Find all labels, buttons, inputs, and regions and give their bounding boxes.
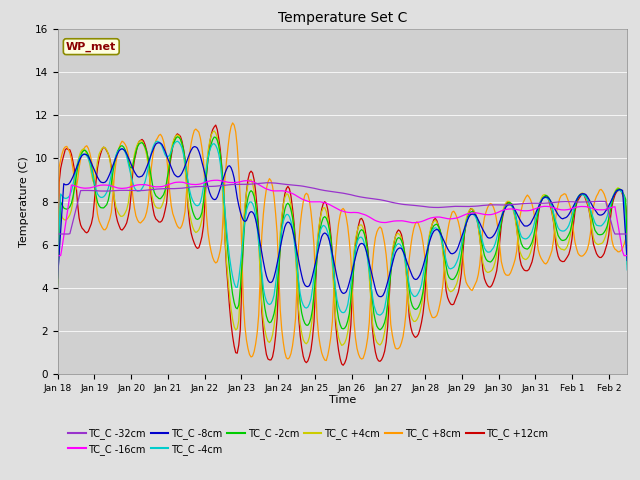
TC_C -32cm <box>264 180 272 186</box>
TC_C -8cm <box>376 294 384 300</box>
TC_C +8cm <box>614 249 622 255</box>
TC_C -16cm <box>623 252 631 258</box>
Legend: TC_C -32cm, TC_C -16cm, TC_C -8cm, TC_C -4cm, TC_C -2cm, TC_C +4cm, TC_C +8cm, T: TC_C -32cm, TC_C -16cm, TC_C -8cm, TC_C … <box>64 424 552 459</box>
TC_C -8cm <box>474 217 482 223</box>
TC_C -2cm <box>54 283 61 288</box>
Line: TC_C -16cm: TC_C -16cm <box>58 180 627 255</box>
TC_C +4cm <box>147 189 155 194</box>
TC_C +4cm <box>623 261 631 267</box>
TC_C +12cm <box>347 322 355 328</box>
TC_C +8cm <box>474 272 482 277</box>
TC_C -2cm <box>247 188 255 193</box>
TC_C -8cm <box>623 258 631 264</box>
TC_C +8cm <box>323 358 330 363</box>
TC_C -16cm <box>213 178 221 183</box>
TC_C +12cm <box>339 362 347 368</box>
TC_C -8cm <box>126 158 134 164</box>
TC_C -16cm <box>126 184 134 190</box>
TC_C +12cm <box>54 280 61 286</box>
TC_C -32cm <box>623 231 631 237</box>
TC_C -16cm <box>54 252 61 258</box>
Line: TC_C +12cm: TC_C +12cm <box>58 125 627 365</box>
TC_C -4cm <box>623 267 631 273</box>
TC_C +4cm <box>126 190 134 195</box>
TC_C -32cm <box>612 231 620 237</box>
TC_C -4cm <box>54 262 61 267</box>
TC_C -8cm <box>614 187 622 193</box>
TC_C +4cm <box>338 342 346 348</box>
TC_C -2cm <box>474 219 482 225</box>
TC_C -4cm <box>147 150 155 156</box>
TC_C -8cm <box>247 209 255 215</box>
TC_C -4cm <box>614 188 622 193</box>
TC_C +12cm <box>212 122 220 128</box>
TC_C +8cm <box>126 161 134 167</box>
TC_C +4cm <box>54 259 61 265</box>
TC_C +12cm <box>147 194 155 200</box>
TC_C +12cm <box>247 168 255 174</box>
Title: Temperature Set C: Temperature Set C <box>278 11 407 25</box>
TC_C +12cm <box>126 205 134 211</box>
Line: TC_C -2cm: TC_C -2cm <box>58 137 627 330</box>
TC_C +4cm <box>474 224 482 230</box>
TC_C -32cm <box>147 187 155 192</box>
TC_C -8cm <box>155 140 163 145</box>
TC_C -4cm <box>346 292 353 298</box>
TC_C -16cm <box>346 210 353 216</box>
Line: TC_C -4cm: TC_C -4cm <box>58 141 627 315</box>
TC_C -32cm <box>346 192 353 197</box>
TC_C -2cm <box>346 311 353 317</box>
TC_C +4cm <box>247 177 255 182</box>
TC_C -16cm <box>247 179 255 184</box>
TC_C +8cm <box>54 270 61 276</box>
TC_C -8cm <box>346 280 353 286</box>
TC_C +8cm <box>623 226 631 232</box>
TC_C -2cm <box>614 186 622 192</box>
TC_C -16cm <box>147 183 155 189</box>
TC_C -32cm <box>246 181 253 187</box>
TC_C -2cm <box>173 134 181 140</box>
TC_C +8cm <box>247 354 255 360</box>
TC_C +4cm <box>211 128 218 134</box>
TC_C -32cm <box>126 188 134 193</box>
TC_C -8cm <box>147 151 155 157</box>
TC_C -2cm <box>376 327 384 333</box>
TC_C +4cm <box>347 296 355 302</box>
TC_C +8cm <box>147 166 155 171</box>
TC_C -8cm <box>54 275 61 281</box>
TC_C -4cm <box>474 222 482 228</box>
TC_C +8cm <box>228 120 236 126</box>
TC_C -4cm <box>173 138 181 144</box>
Line: TC_C +4cm: TC_C +4cm <box>58 131 627 345</box>
TC_C -2cm <box>126 164 134 169</box>
Line: TC_C -32cm: TC_C -32cm <box>58 183 627 234</box>
TC_C +4cm <box>614 185 622 191</box>
Line: TC_C +8cm: TC_C +8cm <box>58 123 627 360</box>
TC_C +12cm <box>614 188 622 193</box>
Line: TC_C -8cm: TC_C -8cm <box>58 143 627 297</box>
TC_C -4cm <box>376 312 384 318</box>
TC_C +12cm <box>623 214 631 219</box>
TC_C -2cm <box>147 175 155 180</box>
TC_C -16cm <box>473 210 481 216</box>
TC_C +8cm <box>347 256 355 262</box>
TC_C +12cm <box>474 224 482 229</box>
TC_C -4cm <box>126 167 134 173</box>
TC_C -2cm <box>623 242 631 248</box>
Text: WP_met: WP_met <box>66 42 116 52</box>
TC_C -32cm <box>473 203 481 209</box>
X-axis label: Time: Time <box>329 395 356 405</box>
TC_C -32cm <box>54 231 61 237</box>
TC_C -4cm <box>247 199 255 205</box>
Y-axis label: Temperature (C): Temperature (C) <box>19 156 29 247</box>
TC_C -16cm <box>612 213 620 218</box>
